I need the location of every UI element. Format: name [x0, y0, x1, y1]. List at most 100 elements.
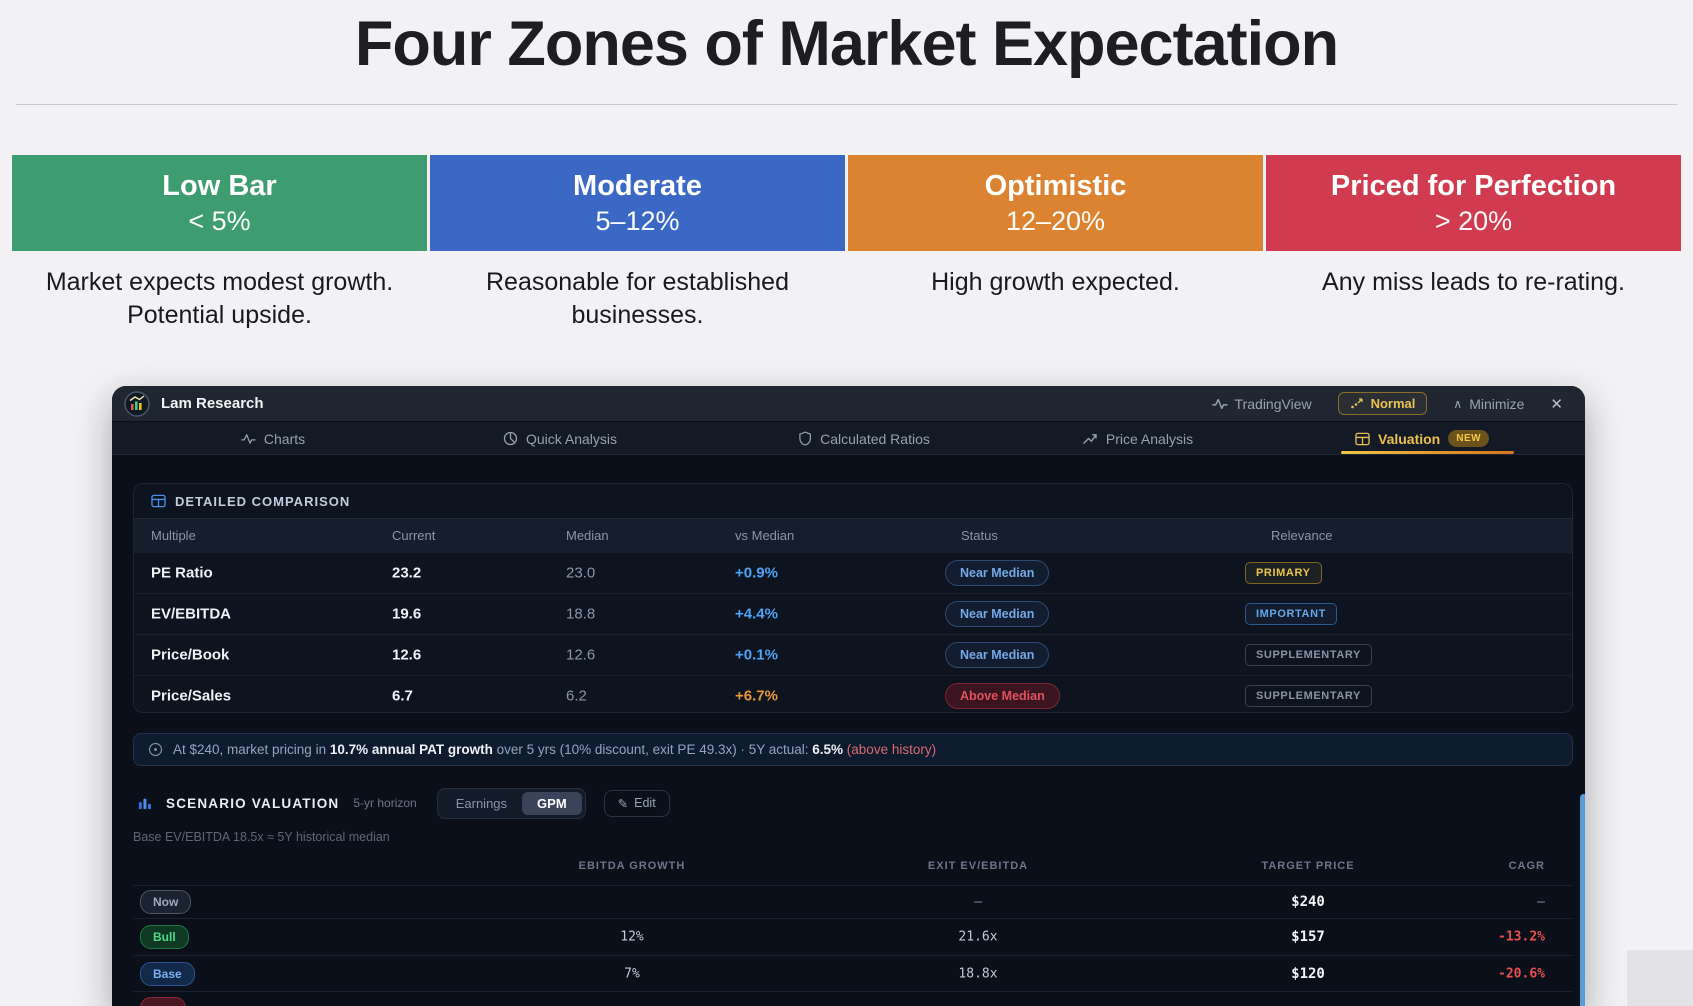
note-text: At $240, market pricing in 10.7% annual … [173, 742, 937, 757]
median-cell: 12.6 [566, 646, 596, 664]
current-cell: 6.7 [392, 687, 413, 705]
activity-icon [241, 433, 256, 444]
edit-button[interactable]: ✎ Edit [603, 789, 670, 817]
multiple-cell: PE Ratio [151, 564, 213, 582]
tab-bar: Charts Quick Analysis Calculated Ratios [112, 422, 1585, 455]
col-ebitda-growth: EBITDA GROWTH [578, 860, 686, 872]
vs-median-cell: +0.9% [735, 564, 778, 582]
table-row-price-sales: Price/Sales 6.7 6.2 +6.7% Above Median S… [134, 675, 1572, 712]
scenario-column-headers: EBITDA GROWTH EXIT EV/EBITDA TARGET PRIC… [133, 852, 1573, 885]
zone-label: Priced for Perfection [1330, 169, 1617, 202]
tab-calculated-ratios[interactable]: Calculated Ratios [798, 422, 930, 455]
earnings-gpm-toggle: Earnings GPM [436, 787, 586, 819]
col-multiple: Multiple [151, 528, 196, 543]
titlebar-controls: TradingView Normal ∧ Minimize ✕ [1211, 392, 1563, 415]
status-badge: Near Median [945, 560, 1050, 586]
tab-price-analysis[interactable]: Price Analysis [1083, 422, 1193, 455]
scenario-row-bull: Bull 12% 21.6x $157 -13.2% [133, 918, 1573, 955]
scenario-row-partial [133, 991, 1573, 1006]
table-icon [1355, 432, 1370, 445]
col-exit-ev-ebitda: EXIT EV/EBITDA [927, 860, 1029, 872]
zone-moderate: Moderate 5–12% [430, 155, 845, 251]
zone-description: Reasonable for established businesses. [486, 268, 789, 329]
app-window: Lam Research TradingView Normal [112, 386, 1585, 1006]
target-cell: $157 [1291, 929, 1325, 945]
growth-cell: 7% [624, 966, 640, 981]
trending-up-icon [1083, 434, 1097, 444]
detailed-comparison-header: DETAILED COMPARISON [134, 484, 1572, 518]
page-title: Four Zones of Market Expectation [354, 9, 1339, 79]
table-row-pe-ratio: PE Ratio 23.2 23.0 +0.9% Near Median PRI… [134, 552, 1572, 593]
tradingview-label: TradingView [1234, 395, 1312, 412]
divider [16, 104, 1677, 105]
zone-bars: Low Bar < 5% Moderate 5–12% Optimistic 1… [12, 155, 1681, 251]
col-status: Status [961, 528, 998, 543]
col-target-price: TARGET PRICE [1261, 860, 1355, 872]
growth-cell: 12% [620, 929, 644, 945]
zone-low-bar: Low Bar < 5% [12, 155, 427, 251]
scenario-title: SCENARIO VALUATION [166, 795, 340, 811]
shield-icon [799, 431, 811, 446]
tab-label: Valuation [1378, 430, 1441, 447]
tab-valuation[interactable]: Valuation NEW [1355, 422, 1490, 455]
minimize-label: Minimize [1469, 395, 1525, 412]
tab-quick-analysis[interactable]: Quick Analysis [503, 422, 617, 455]
zone-label: Optimistic [984, 169, 1127, 202]
tradingview-button[interactable]: TradingView [1211, 395, 1312, 412]
exit-cell: 18.8x [958, 966, 998, 981]
table-row-price-book: Price/Book 12.6 12.6 +0.1% Near Median S… [134, 634, 1572, 675]
zone-range: < 5% [188, 206, 251, 237]
window-title: Lam Research [161, 395, 264, 412]
zone-range: 5–12% [595, 206, 680, 237]
comparison-column-headers: Multiple Current Median vs Median Status… [134, 518, 1572, 552]
normal-label: Normal [1370, 396, 1416, 411]
vertical-scrollbar[interactable] [1580, 794, 1585, 1006]
current-cell: 23.2 [392, 564, 422, 582]
normal-mode-button[interactable]: Normal [1337, 392, 1428, 415]
market-pricing-note: At $240, market pricing in 10.7% annual … [133, 733, 1573, 766]
col-relevance: Relevance [1271, 528, 1333, 543]
toggle-gpm[interactable]: GPM [522, 791, 582, 815]
titlebar: Lam Research TradingView Normal [112, 386, 1585, 422]
minimize-button[interactable]: ∧ Minimize [1453, 396, 1524, 412]
edit-label: Edit [634, 796, 656, 810]
zone-range: 12–20% [1005, 206, 1106, 237]
info-icon [148, 742, 163, 757]
bar-chart-icon [138, 798, 151, 810]
app-logo-icon [124, 390, 150, 417]
col-median: Median [566, 528, 609, 543]
active-tab-indicator [1341, 451, 1514, 454]
exit-cell: 21.6x [958, 929, 998, 945]
col-current: Current [392, 528, 436, 543]
multiple-cell: EV/EBITDA [151, 605, 232, 623]
relevance-badge: SUPPLEMENTARY [1245, 644, 1372, 666]
card-title: DETAILED COMPARISON [175, 493, 351, 509]
target-cell: $240 [1291, 894, 1325, 910]
pie-chart-icon [503, 431, 518, 446]
close-icon[interactable]: ✕ [1550, 395, 1563, 413]
median-cell: 18.8 [566, 605, 596, 623]
scenario-horizon: 5-yr horizon [353, 796, 417, 810]
zone-range: > 20% [1434, 206, 1513, 237]
pencil-icon: ✎ [617, 796, 629, 811]
current-cell: 19.6 [392, 605, 422, 623]
new-badge: NEW [1448, 430, 1490, 447]
tab-charts[interactable]: Charts [241, 422, 305, 455]
scenario-table: EBITDA GROWTH EXIT EV/EBITDA TARGET PRIC… [133, 852, 1573, 1006]
median-cell: 23.0 [566, 564, 596, 582]
vs-median-cell: +6.7% [735, 687, 778, 705]
relevance-badge: PRIMARY [1245, 562, 1322, 584]
zone-description: High growth expected. [931, 268, 1180, 296]
scenario-valuation-header: SCENARIO VALUATION 5-yr horizon Earnings… [138, 787, 670, 819]
tab-label: Price Analysis [1105, 430, 1194, 447]
tab-label: Charts [263, 430, 306, 447]
status-badge: Near Median [945, 601, 1050, 627]
corner-box [1627, 950, 1693, 1006]
zone-description: Market expects modest growth. Potential … [45, 268, 394, 329]
detailed-comparison-card: DETAILED COMPARISON Multiple Current Med… [133, 483, 1573, 713]
cagr-cell: -13.2% [1498, 929, 1545, 945]
target-cell: $120 [1291, 965, 1325, 982]
toggle-earnings[interactable]: Earnings [455, 795, 508, 811]
relevance-badge: SUPPLEMENTARY [1245, 685, 1372, 707]
